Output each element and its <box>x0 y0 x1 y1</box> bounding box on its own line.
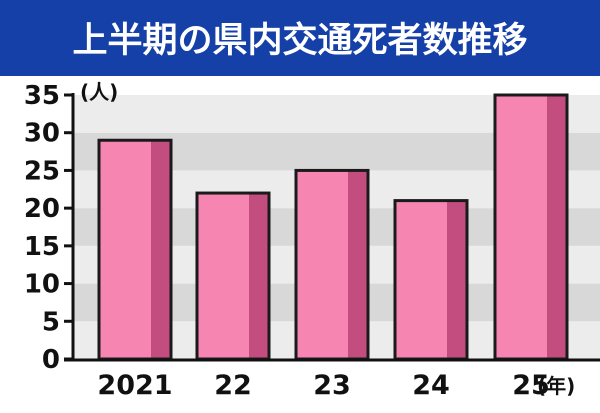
x-tick-label: 22 <box>214 370 252 401</box>
y-axis-unit: (人) <box>80 80 118 104</box>
bar-front <box>99 140 151 359</box>
y-tick-label: 25 <box>24 156 60 186</box>
bar-front <box>197 193 249 359</box>
bar-25 <box>493 93 569 361</box>
bar-front <box>395 200 447 359</box>
y-tick-label: 0 <box>42 345 60 375</box>
x-tick-label: 23 <box>313 370 351 401</box>
x-axis: 2021 22 23 24 25 <box>64 358 600 401</box>
chart-title: 上半期の県内交通死者数推移 <box>72 20 527 61</box>
bars <box>97 93 569 361</box>
x-tick-label: 25 <box>512 370 550 401</box>
bar-side <box>249 193 269 359</box>
bar-23 <box>294 168 370 361</box>
bar-front <box>296 170 348 359</box>
y-tick-label: 5 <box>42 307 60 337</box>
y-tick-label: 35 <box>24 81 60 111</box>
bar-side <box>348 170 368 359</box>
y-axis: 0 5 10 15 20 25 30 35 <box>24 81 75 375</box>
x-tick-label: 24 <box>412 370 450 401</box>
title-banner <box>0 0 600 76</box>
bar-side <box>547 95 567 359</box>
y-tick-label: 20 <box>24 194 60 224</box>
x-axis-unit: (年) <box>537 374 575 398</box>
y-tick-label: 30 <box>24 119 60 149</box>
bar-24 <box>393 199 469 361</box>
bar-22 <box>195 191 271 361</box>
bar-2021 <box>97 138 173 361</box>
x-tick-label: 2021 <box>97 370 172 401</box>
bar-side <box>151 140 171 359</box>
y-tick-label: 10 <box>24 270 60 300</box>
bar-front <box>495 95 547 359</box>
bar-side <box>447 200 467 359</box>
y-tick-label: 15 <box>24 232 60 262</box>
